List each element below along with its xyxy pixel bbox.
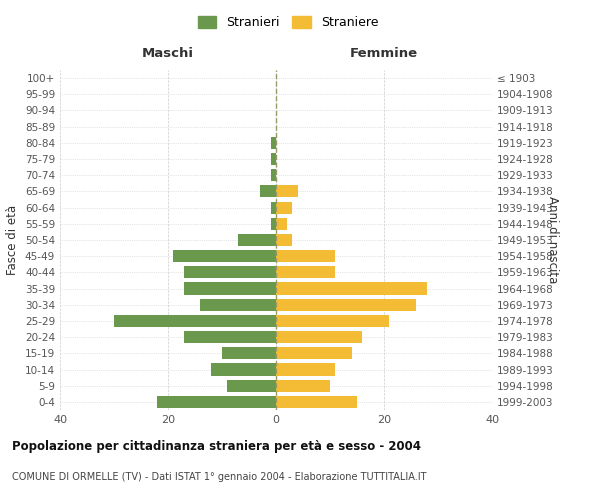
Legend: Stranieri, Straniere: Stranieri, Straniere (193, 11, 383, 34)
Bar (276, 250, 335, 262)
Y-axis label: Fasce di età: Fasce di età (7, 205, 19, 275)
Bar (271, 153, 276, 165)
Bar (227, 380, 276, 392)
Bar (200, 298, 276, 311)
Bar (271, 169, 276, 181)
Bar (276, 282, 427, 294)
Bar (276, 218, 287, 230)
Bar (184, 266, 276, 278)
Bar (260, 186, 276, 198)
Bar (211, 364, 276, 376)
Bar (271, 202, 276, 213)
Bar (276, 396, 357, 408)
Bar (276, 202, 292, 213)
Bar (276, 186, 298, 198)
Y-axis label: Anni di nascita: Anni di nascita (546, 196, 559, 284)
Text: Popolazione per cittadinanza straniera per età e sesso - 2004: Popolazione per cittadinanza straniera p… (12, 440, 421, 453)
Bar (276, 380, 330, 392)
Bar (276, 234, 292, 246)
Bar (114, 315, 276, 327)
Bar (222, 348, 276, 360)
Bar (276, 331, 362, 343)
Bar (157, 396, 276, 408)
Bar (184, 282, 276, 294)
Bar (276, 298, 416, 311)
Text: Maschi: Maschi (142, 48, 194, 60)
Bar (276, 266, 335, 278)
Text: Femmine: Femmine (350, 48, 418, 60)
Text: COMUNE DI ORMELLE (TV) - Dati ISTAT 1° gennaio 2004 - Elaborazione TUTTITALIA.IT: COMUNE DI ORMELLE (TV) - Dati ISTAT 1° g… (12, 472, 427, 482)
Bar (271, 218, 276, 230)
Bar (173, 250, 276, 262)
Bar (276, 364, 335, 376)
Bar (276, 348, 352, 360)
Bar (276, 315, 389, 327)
Bar (184, 331, 276, 343)
Bar (238, 234, 276, 246)
Bar (271, 137, 276, 149)
